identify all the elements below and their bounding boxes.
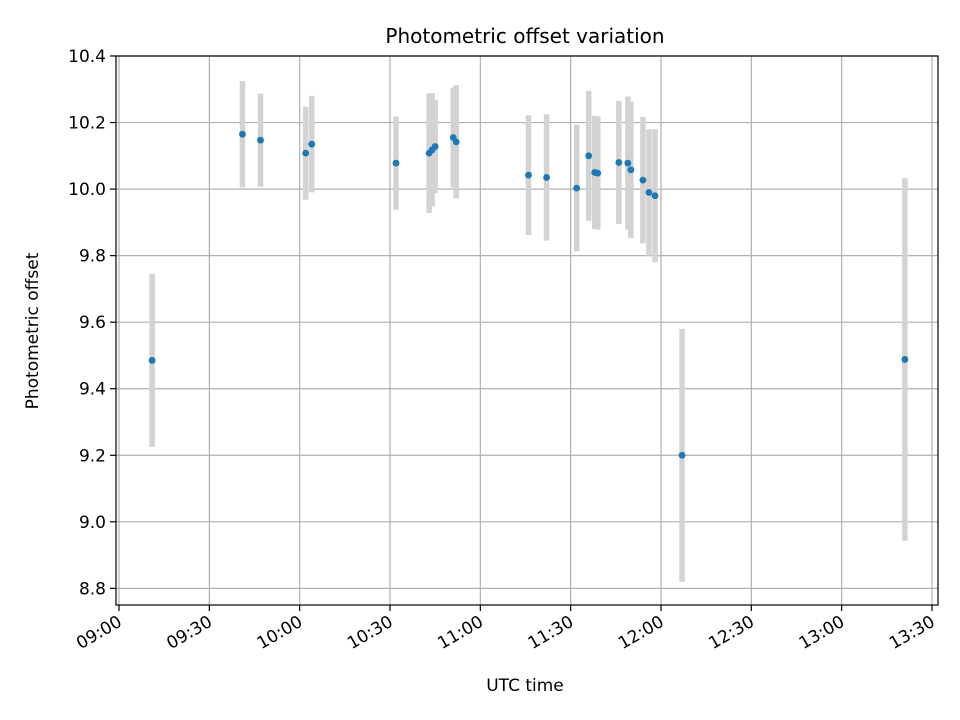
x-tick-label: 11:30 xyxy=(525,612,577,654)
x-tick-label: 12:00 xyxy=(615,612,667,654)
data-point xyxy=(615,159,623,166)
data-point xyxy=(585,152,593,160)
y-tick-label: 9.6 xyxy=(79,313,106,333)
data-point xyxy=(431,143,439,150)
data-point xyxy=(624,159,632,167)
data-point xyxy=(678,451,686,459)
y-tick-label: 9.2 xyxy=(79,446,106,466)
error-bars xyxy=(149,80,908,582)
data-point xyxy=(901,356,909,363)
y-axis-title: Photometric offset xyxy=(23,252,43,409)
y-tick-label: 10.2 xyxy=(68,114,106,134)
x-tick-label: 09:30 xyxy=(163,612,215,654)
y-axis-ticks: 8.8 9.0 9.2 9.4 9.6 9.8 10.0 10.2 10.4 xyxy=(68,47,116,599)
data-point xyxy=(573,184,581,192)
data-point xyxy=(543,174,550,181)
data-points xyxy=(148,130,909,459)
data-point xyxy=(651,192,659,200)
data-point xyxy=(308,140,316,148)
x-tick-label: 09:00 xyxy=(73,612,125,654)
data-point xyxy=(452,138,460,146)
data-point xyxy=(239,130,246,138)
data-point xyxy=(627,166,635,174)
data-point xyxy=(645,189,653,196)
y-tick-label: 10.4 xyxy=(68,47,106,67)
x-tick-label: 13:30 xyxy=(886,612,938,654)
data-point xyxy=(594,169,602,177)
data-point xyxy=(302,149,310,157)
y-tick-label: 9.8 xyxy=(79,247,106,267)
y-tick-label: 8.8 xyxy=(79,579,106,599)
x-tick-label: 10:00 xyxy=(254,612,306,654)
y-tick-label: 9.4 xyxy=(79,380,106,400)
y-tick-label: 10.0 xyxy=(68,180,106,200)
x-tick-label: 11:00 xyxy=(434,612,486,654)
data-point xyxy=(148,357,156,364)
x-axis-ticks: 09:00 09:30 10:00 10:30 11:00 11:30 12:00 12:30… xyxy=(73,605,938,654)
data-point xyxy=(525,171,532,179)
data-point xyxy=(639,176,647,184)
plot-frame xyxy=(115,55,939,606)
y-tick-label: 9.0 xyxy=(79,513,106,533)
x-tick-label: 12:30 xyxy=(705,612,757,654)
data-point xyxy=(392,159,400,167)
data-point xyxy=(257,136,264,144)
x-axis-title: UTC time xyxy=(486,676,564,696)
chart-title: Photometric offset variation xyxy=(385,24,664,48)
x-tick-label: 10:30 xyxy=(344,612,396,654)
x-tick-label: 13:00 xyxy=(796,612,848,654)
